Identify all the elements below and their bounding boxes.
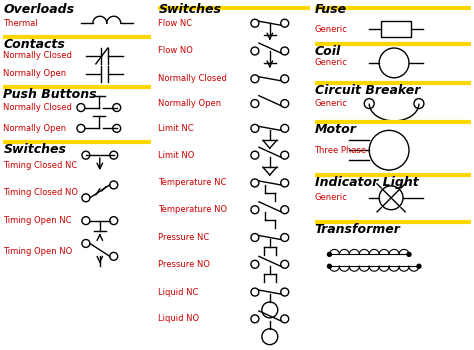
Text: Generic: Generic xyxy=(315,58,347,68)
Text: Temperature NO: Temperature NO xyxy=(158,205,228,214)
Text: Three Phase: Three Phase xyxy=(315,146,367,155)
Text: Timing Open NC: Timing Open NC xyxy=(3,216,72,225)
Text: Circuit Breaker: Circuit Breaker xyxy=(315,84,420,97)
Circle shape xyxy=(328,264,331,268)
Text: Flow NO: Flow NO xyxy=(158,47,193,56)
Bar xyxy=(381,21,411,37)
Text: Pressure NC: Pressure NC xyxy=(158,233,210,242)
Text: Liquid NC: Liquid NC xyxy=(158,288,199,296)
Text: Transformer: Transformer xyxy=(315,223,401,236)
Text: Indicator Light: Indicator Light xyxy=(315,176,418,189)
Text: Generic: Generic xyxy=(315,99,347,108)
Text: Normally Open: Normally Open xyxy=(158,99,221,108)
Text: Switches: Switches xyxy=(3,143,66,156)
Text: Generic: Generic xyxy=(315,25,347,34)
Text: Timing Open NO: Timing Open NO xyxy=(3,247,73,256)
Text: Push Buttons: Push Buttons xyxy=(3,88,97,101)
Text: Flow NC: Flow NC xyxy=(158,19,192,28)
Text: Limit NC: Limit NC xyxy=(158,124,194,133)
Text: Coil: Coil xyxy=(315,45,341,58)
Text: Normally Open: Normally Open xyxy=(3,69,66,78)
Circle shape xyxy=(407,252,411,256)
Text: Overloads: Overloads xyxy=(3,4,74,16)
Text: Pressure NO: Pressure NO xyxy=(158,260,210,269)
Circle shape xyxy=(417,264,421,268)
Text: Normally Closed: Normally Closed xyxy=(3,103,72,112)
Text: Timing Closed NC: Timing Closed NC xyxy=(3,161,78,170)
Text: Temperature NC: Temperature NC xyxy=(158,178,227,188)
Text: Liquid NO: Liquid NO xyxy=(158,314,200,323)
Text: Fuse: Fuse xyxy=(315,4,346,16)
Text: Normally Open: Normally Open xyxy=(3,124,66,133)
Text: Generic: Generic xyxy=(315,193,347,202)
Text: Thermal: Thermal xyxy=(3,19,38,28)
Circle shape xyxy=(328,252,331,256)
Text: Timing Closed NO: Timing Closed NO xyxy=(3,188,78,197)
Text: Normally Closed: Normally Closed xyxy=(3,51,72,61)
Text: Normally Closed: Normally Closed xyxy=(158,74,228,83)
Text: Contacts: Contacts xyxy=(3,38,65,51)
Text: Switches: Switches xyxy=(158,4,221,16)
Text: Limit NO: Limit NO xyxy=(158,150,195,160)
Text: Motor: Motor xyxy=(315,124,356,136)
